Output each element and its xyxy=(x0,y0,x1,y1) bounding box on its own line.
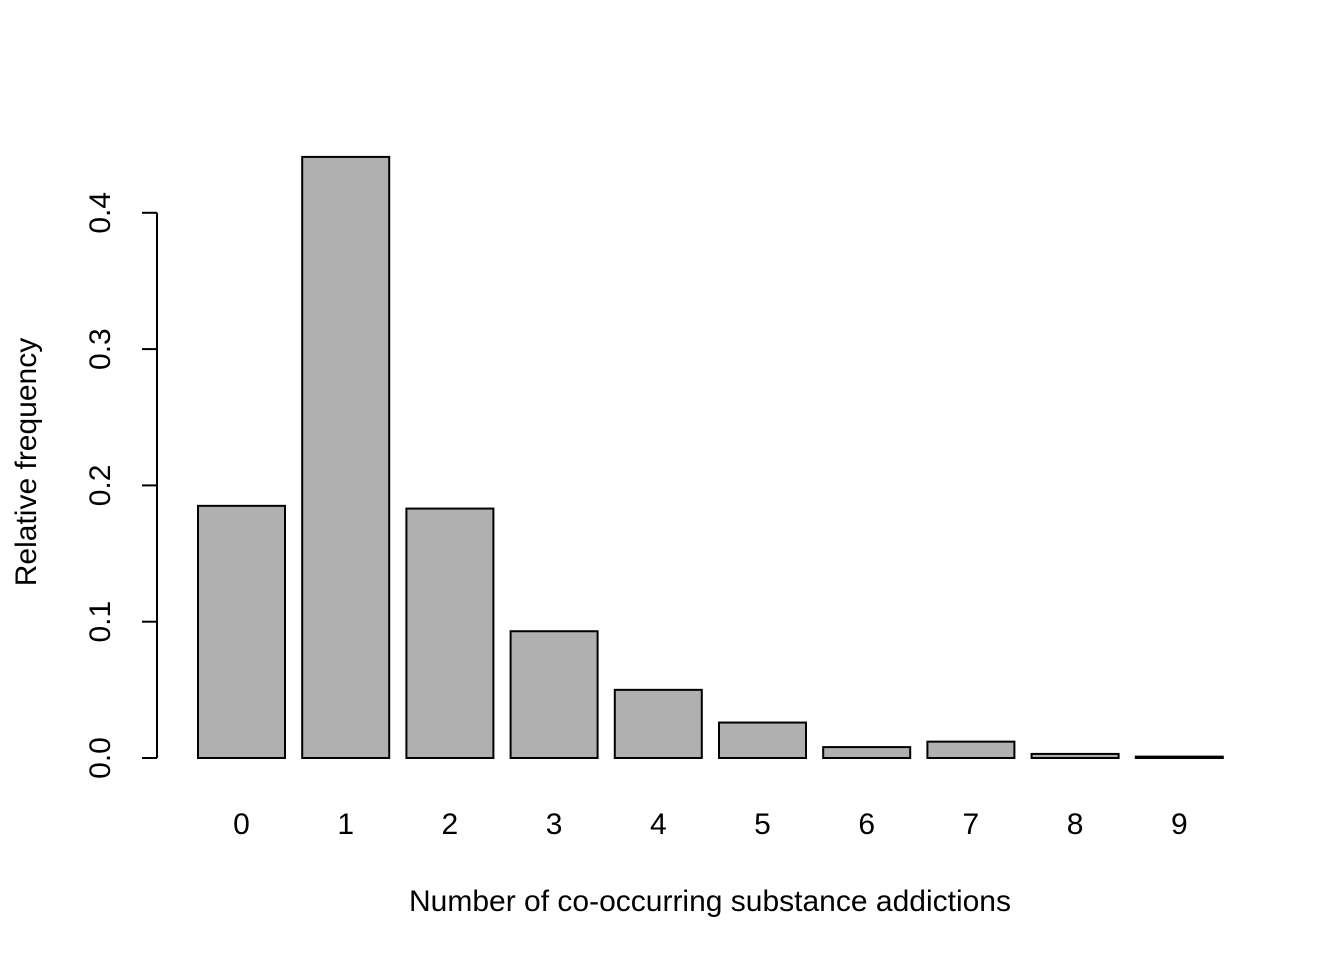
bar-0 xyxy=(197,504,286,759)
y-axis: 0.0 0.1 0.2 0.3 0.4 xyxy=(84,192,158,779)
y-tick-label-0.3: 0.3 xyxy=(84,328,117,370)
y-axis-title: Relative frequency xyxy=(10,338,43,586)
bar-9 xyxy=(1134,755,1224,760)
x-axis-title: Number of co-occurring substance addicti… xyxy=(409,885,1011,918)
x-tick-label-9: 9 xyxy=(1171,808,1188,841)
bar-7 xyxy=(926,740,1016,759)
bar-2 xyxy=(405,507,495,760)
y-tick-label-0.4: 0.4 xyxy=(84,192,117,234)
x-tick-label-7: 7 xyxy=(963,808,980,841)
x-tick-label-5: 5 xyxy=(754,808,771,841)
x-tick-label-6: 6 xyxy=(858,808,875,841)
bar-3 xyxy=(509,630,599,760)
bar-6 xyxy=(822,746,912,760)
x-tick-label-3: 3 xyxy=(546,808,563,841)
x-tick-labels: 0 1 2 3 4 5 6 7 8 9 xyxy=(233,808,1187,841)
x-tick-label-0: 0 xyxy=(233,808,250,841)
bar-8 xyxy=(1030,752,1120,760)
bars-group xyxy=(197,155,1224,760)
bar-1 xyxy=(301,155,391,760)
y-tick-label-0.1: 0.1 xyxy=(84,601,117,643)
y-tick-label-0.2: 0.2 xyxy=(84,465,117,507)
bar-5 xyxy=(718,721,807,760)
x-tick-label-8: 8 xyxy=(1067,808,1084,841)
x-tick-label-2: 2 xyxy=(442,808,459,841)
y-tick-label-0.0: 0.0 xyxy=(84,737,117,779)
bar-4 xyxy=(613,688,703,759)
x-tick-label-4: 4 xyxy=(650,808,667,841)
x-tick-label-1: 1 xyxy=(337,808,354,841)
